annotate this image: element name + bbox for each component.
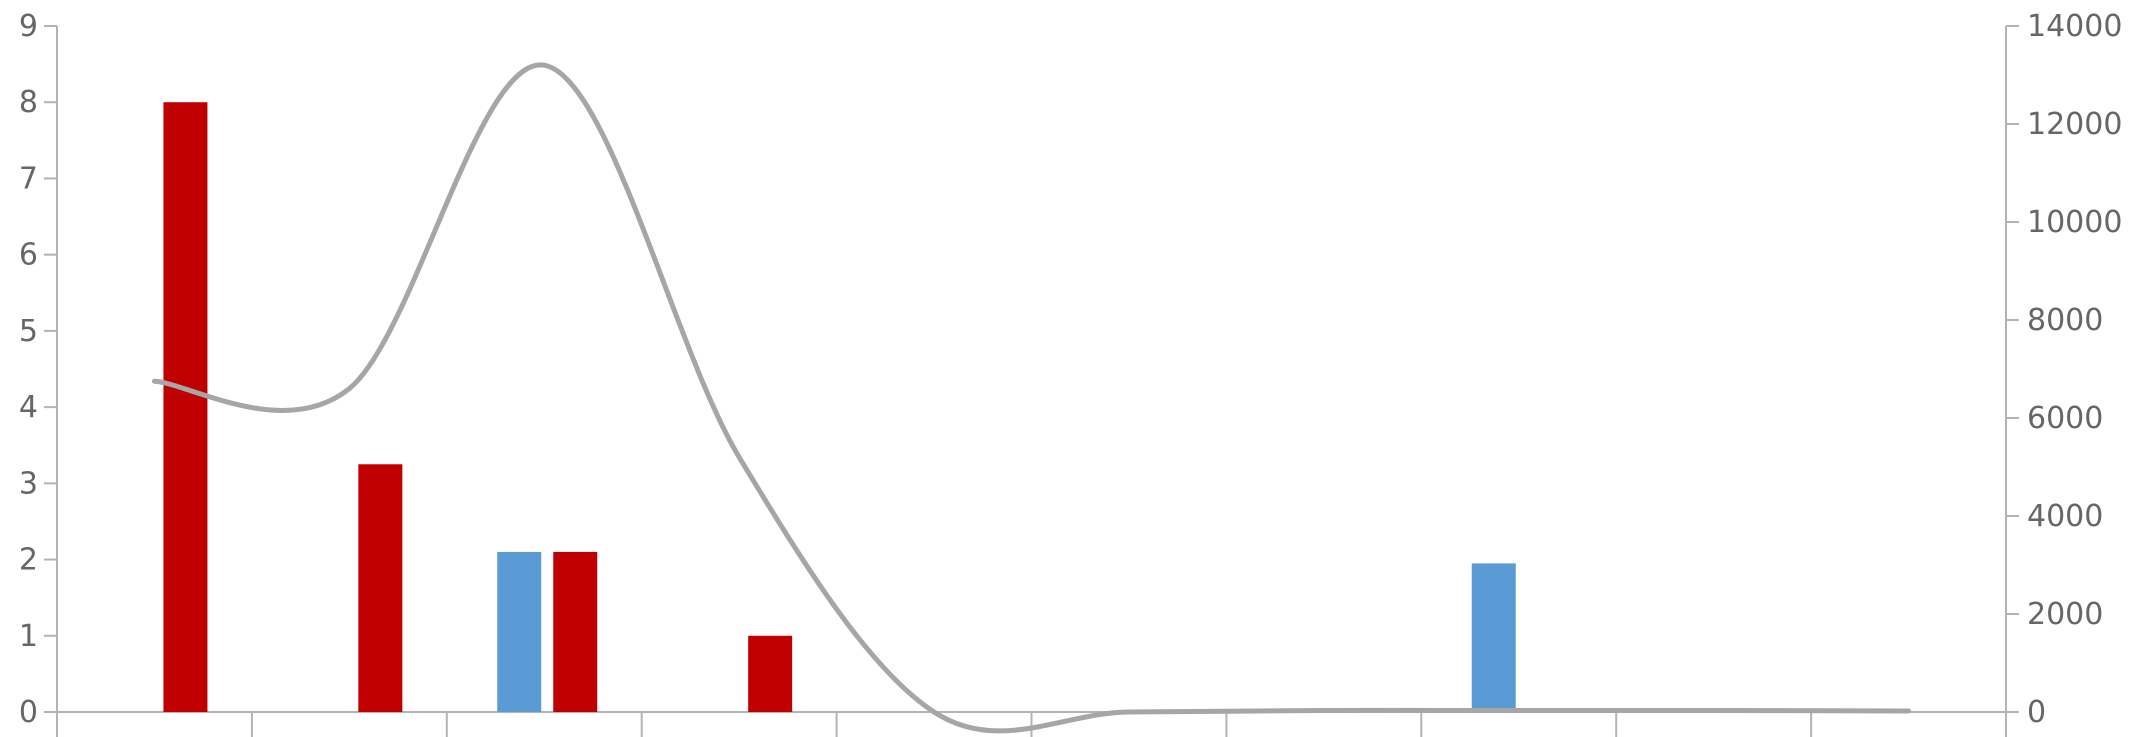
left-y-axis: 0 1 2 3 4 5 6 7 8 9 <box>19 9 58 730</box>
left-axis-tick-label: 8 <box>19 85 38 120</box>
left-axis-tick-label: 4 <box>19 390 38 425</box>
left-axis-tick-label: 5 <box>19 314 38 349</box>
right-axis-tick-label: 12000 <box>2027 107 2122 142</box>
bar-series-1-bar <box>497 551 542 712</box>
left-axis-tick-label: 9 <box>19 9 38 44</box>
bar-series-1-bar <box>1471 563 1516 712</box>
right-axis-tick-label: 4000 <box>2027 499 2103 534</box>
bar-series-2-bar <box>553 551 598 712</box>
left-axis-tick-label: 7 <box>19 161 38 196</box>
right-axis-tick-label: 14000 <box>2027 9 2122 44</box>
left-axis-tick-label: 6 <box>19 238 38 273</box>
right-y-axis: 0 2000 4000 6000 8000 10000 12000 14000 <box>2005 9 2122 730</box>
line-series-group <box>151 62 1912 734</box>
bar-series-group <box>163 102 1516 712</box>
left-axis-tick-label: 1 <box>19 619 38 654</box>
line-series-1 <box>151 62 1912 734</box>
left-axis-tick-label: 0 <box>19 695 38 730</box>
right-axis-tick-label: 8000 <box>2027 303 2103 338</box>
bar-series-2-bar <box>358 464 403 712</box>
x-axis <box>56 711 2007 737</box>
left-axis-tick-label: 3 <box>19 466 38 501</box>
right-axis-tick-label: 2000 <box>2027 597 2103 632</box>
left-axis-tick-label: 2 <box>19 543 38 578</box>
right-axis-tick-label: 6000 <box>2027 401 2103 436</box>
right-axis-tick-label: 10000 <box>2027 205 2122 240</box>
bar-series-2-bar <box>748 635 793 712</box>
right-axis-tick-label: 0 <box>2027 695 2046 730</box>
bar-series-2-bar <box>163 102 208 712</box>
